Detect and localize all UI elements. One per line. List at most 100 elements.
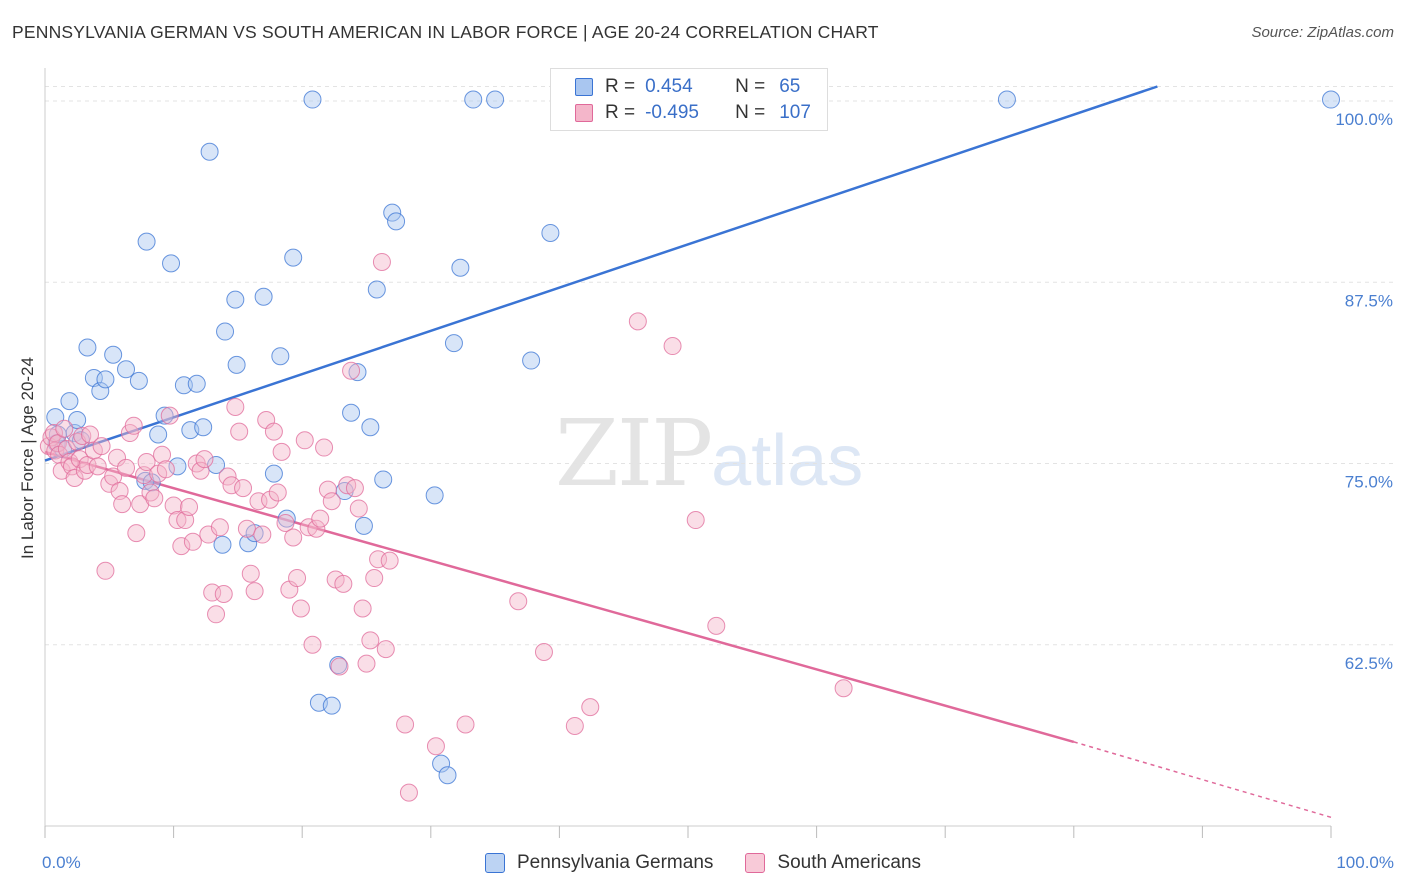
- point-pennsylvania-germans: [239, 534, 258, 553]
- point-south-americans: [509, 592, 528, 611]
- point-south-americans: [318, 480, 337, 499]
- point-south-americans: [55, 419, 74, 438]
- point-south-americans: [334, 574, 353, 593]
- point-south-americans: [153, 445, 172, 464]
- legend-swatch-blue: [575, 78, 593, 96]
- point-south-americans: [380, 551, 399, 570]
- point-pennsylvania-germans: [129, 371, 148, 390]
- point-south-americans: [222, 476, 241, 495]
- point-pennsylvania-germans: [361, 418, 380, 437]
- point-south-americans: [365, 569, 384, 588]
- point-south-americans: [88, 457, 107, 476]
- legend-item-south-americans: South Americans: [745, 852, 921, 874]
- point-south-americans: [361, 631, 380, 650]
- trend-line-extension: [1073, 741, 1332, 819]
- point-south-americans: [183, 532, 202, 551]
- point-south-americans: [272, 442, 291, 461]
- point-south-americans: [73, 426, 92, 445]
- point-pennsylvania-germans: [438, 766, 457, 785]
- point-pennsylvania-germans: [84, 368, 103, 387]
- trend-lines: [44, 85, 1332, 819]
- point-south-americans: [124, 416, 143, 435]
- legend-n-label: N =: [735, 102, 766, 123]
- point-south-americans: [357, 654, 376, 673]
- point-south-americans: [253, 525, 272, 544]
- point-pennsylvania-germans: [522, 351, 541, 370]
- point-south-americans: [199, 525, 218, 544]
- point-south-americans: [376, 640, 395, 659]
- point-south-americans: [663, 337, 682, 356]
- point-south-americans: [237, 519, 256, 538]
- point-pennsylvania-germans: [425, 486, 444, 505]
- point-pennsylvania-germans: [117, 360, 136, 379]
- point-pennsylvania-germans: [174, 376, 193, 395]
- y-axis-label: In Labor Force | Age 20-24: [18, 357, 37, 559]
- point-pennsylvania-germans: [78, 338, 97, 357]
- point-pennsylvania-germans: [91, 382, 110, 400]
- point-pennsylvania-germans: [60, 392, 79, 411]
- gridlines: [45, 86, 1395, 646]
- legend-swatch-pink: [745, 853, 766, 873]
- trend-line-pennsylvania-germans: [44, 85, 1158, 462]
- point-south-americans: [369, 550, 388, 569]
- point-pennsylvania-germans: [342, 403, 361, 422]
- trend-line-south-americans: [44, 450, 1075, 744]
- legend-item-pennsylvania-germans: Pennsylvania Germans: [484, 852, 713, 874]
- point-pennsylvania-germans: [194, 418, 213, 437]
- point-pennsylvania-germans: [104, 345, 123, 364]
- point-pennsylvania-germans: [354, 516, 373, 535]
- point-south-americans: [207, 605, 226, 624]
- point-south-americans: [396, 715, 415, 734]
- point-south-americans: [249, 492, 268, 511]
- point-south-americans: [156, 460, 175, 479]
- point-south-americans: [353, 599, 372, 618]
- point-south-americans: [180, 498, 199, 516]
- point-south-americans: [456, 715, 475, 734]
- point-south-americans: [834, 679, 853, 698]
- legend-r-value: -0.495: [645, 102, 699, 123]
- point-pennsylvania-germans: [137, 232, 156, 251]
- point-south-americans: [707, 616, 726, 635]
- point-south-americans: [686, 511, 705, 530]
- watermark-zip: ZIP: [555, 400, 713, 507]
- point-pennsylvania-germans: [1322, 90, 1340, 109]
- x-tick-label-max: 100.0%: [1336, 853, 1394, 872]
- point-south-americans: [234, 479, 253, 498]
- x-tick-label-min: 0.0%: [42, 853, 81, 872]
- point-south-americans: [210, 518, 229, 537]
- point-south-americans: [191, 461, 210, 480]
- point-south-americans: [117, 458, 136, 477]
- point-south-americans: [372, 252, 391, 271]
- point-pennsylvania-germans: [322, 696, 341, 715]
- point-south-americans: [268, 483, 287, 502]
- point-pennsylvania-germans: [374, 470, 393, 489]
- point-south-americans: [342, 361, 361, 380]
- point-south-americans: [195, 450, 214, 469]
- point-south-americans: [628, 312, 647, 331]
- legend-r-value: 0.454: [645, 76, 693, 97]
- point-pennsylvania-germans: [486, 90, 505, 109]
- y-tick-label: 87.5%: [1345, 291, 1393, 310]
- point-south-americans: [581, 698, 600, 717]
- point-pennsylvania-germans: [226, 290, 245, 309]
- point-south-americans: [295, 431, 314, 450]
- watermark: ZIPatlas: [555, 400, 863, 507]
- point-south-americans: [303, 635, 322, 654]
- point-pennsylvania-germans: [213, 535, 232, 554]
- point-south-americans: [291, 599, 310, 618]
- legend-n-value: 65: [779, 76, 801, 97]
- legend-r-label: R =: [605, 76, 636, 97]
- point-south-americans: [168, 511, 187, 530]
- point-south-americans: [284, 528, 303, 547]
- legend-swatch-pink: [575, 104, 593, 122]
- point-pennsylvania-germans: [541, 223, 560, 242]
- point-south-americans: [92, 437, 111, 456]
- point-south-americans: [230, 422, 249, 441]
- point-south-americans: [349, 499, 368, 518]
- point-pennsylvania-germans: [162, 254, 181, 273]
- point-pennsylvania-germans: [348, 363, 367, 382]
- point-south-americans: [145, 489, 164, 508]
- point-south-americans: [214, 585, 233, 603]
- point-pennsylvania-germans: [149, 425, 168, 444]
